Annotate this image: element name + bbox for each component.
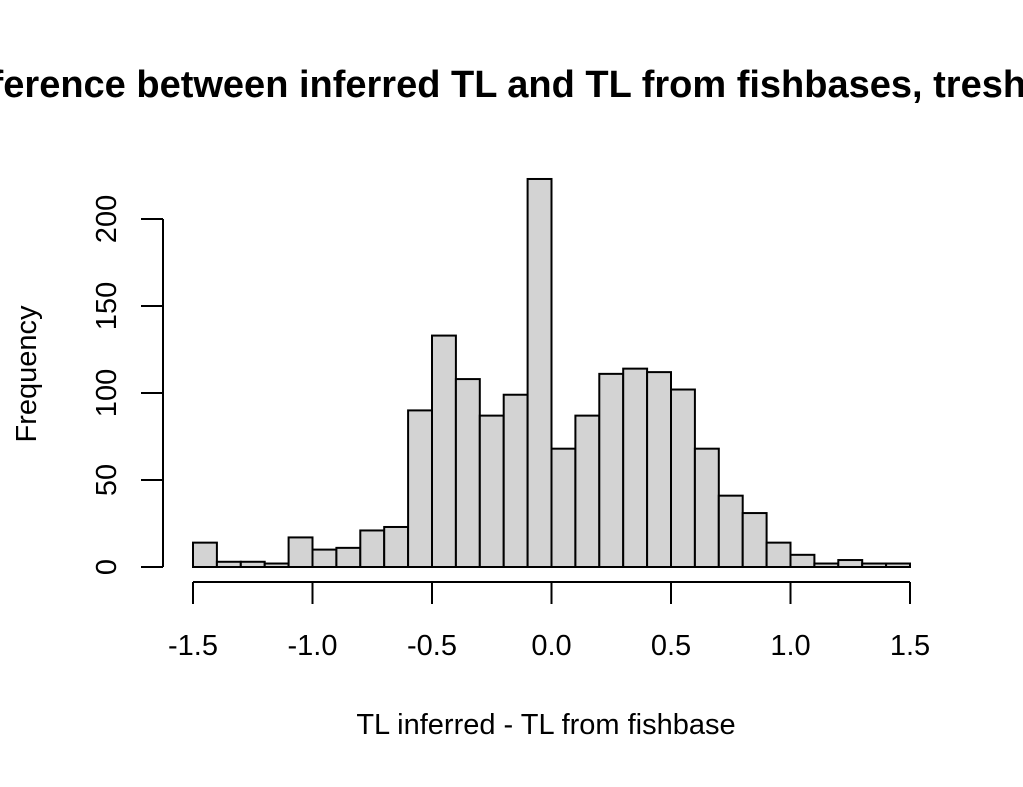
y-axis-label: Frequency bbox=[11, 305, 43, 443]
x-tick-label-0: -1.5 bbox=[168, 630, 218, 662]
chart-title: Difference between inferred TL and TL fr… bbox=[0, 64, 1023, 106]
histogram-bar-17 bbox=[598, 372, 625, 568]
x-tick-label-2: -0.5 bbox=[407, 630, 457, 662]
histogram-bar-2 bbox=[239, 560, 266, 569]
histogram-bar-8 bbox=[383, 525, 410, 568]
histogram-bar-0 bbox=[192, 541, 218, 569]
x-tick-label-4: 0.5 bbox=[651, 630, 691, 662]
histogram-bar-25 bbox=[789, 553, 816, 569]
histogram-bar-23 bbox=[741, 512, 768, 568]
histogram-bar-9 bbox=[407, 409, 434, 568]
x-tick-label-3: 0.0 bbox=[531, 630, 571, 662]
histogram-bar-16 bbox=[574, 414, 601, 568]
x-tick-label-1: -1.0 bbox=[288, 630, 338, 662]
x-tick-label-5: 1.0 bbox=[770, 630, 810, 662]
x-tick-label-6: 1.5 bbox=[890, 630, 930, 662]
histogram-bar-12 bbox=[478, 414, 505, 568]
histogram-bar-24 bbox=[765, 541, 792, 569]
histogram-bars bbox=[192, 177, 911, 569]
histogram-bar-7 bbox=[359, 529, 386, 569]
histogram-bar-18 bbox=[622, 367, 649, 569]
histogram-bar-19 bbox=[646, 371, 672, 568]
histogram-bar-10 bbox=[431, 334, 457, 568]
y-tick-label-3: 150 bbox=[91, 282, 123, 330]
histogram-bar-26 bbox=[813, 562, 840, 569]
y-tick-label-1: 50 bbox=[91, 464, 123, 496]
y-tick-label-4: 200 bbox=[91, 195, 123, 243]
histogram-bar-4 bbox=[287, 536, 314, 568]
histogram-bar-15 bbox=[550, 447, 577, 568]
histogram-bar-28 bbox=[861, 562, 888, 569]
histogram-bar-22 bbox=[717, 494, 744, 568]
histogram-bar-1 bbox=[215, 560, 242, 569]
x-axis: -1.5 -1.0 -0.5 0.0 0.5 1.0 1.5 bbox=[168, 581, 930, 662]
histogram-bar-29 bbox=[885, 562, 911, 569]
histogram-bar-21 bbox=[693, 447, 720, 568]
histogram-bar-6 bbox=[335, 546, 362, 568]
histogram-bar-3 bbox=[263, 562, 290, 569]
x-axis-label: TL inferred - TL from fishbase bbox=[356, 709, 735, 741]
histogram-bar-11 bbox=[454, 378, 481, 568]
histogram-bar-13 bbox=[502, 393, 529, 568]
histogram-bar-14 bbox=[526, 177, 553, 568]
y-axis: 0 50 100 150 200 bbox=[91, 195, 164, 575]
histogram-bar-20 bbox=[670, 388, 696, 568]
y-tick-label-2: 100 bbox=[91, 369, 123, 417]
y-tick-label-0: 0 bbox=[91, 559, 123, 575]
histogram-bar-27 bbox=[837, 559, 864, 568]
histogram-bar-5 bbox=[311, 548, 338, 568]
